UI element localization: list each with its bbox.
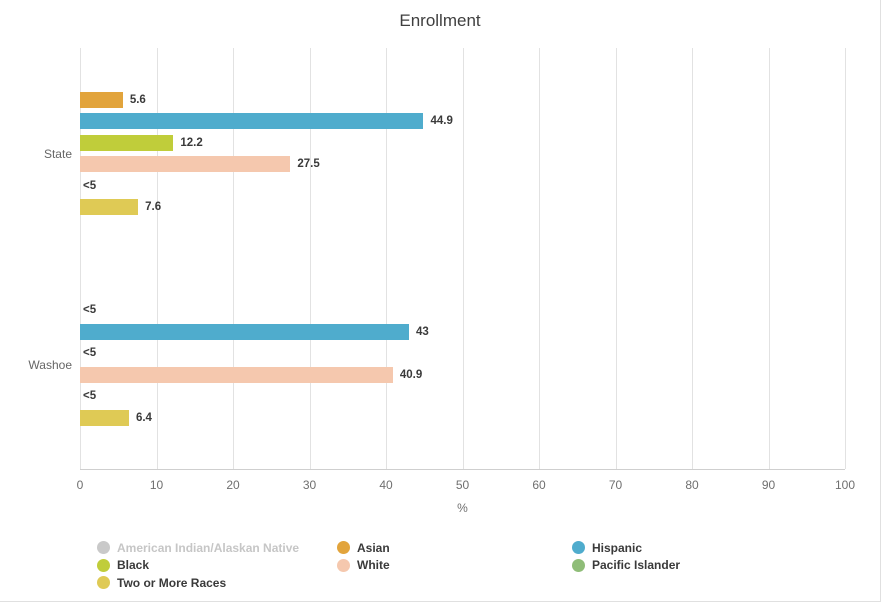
x-tick-label: 90 (761, 478, 776, 492)
bar-black[interactable] (80, 134, 174, 151)
legend-swatch-icon (337, 541, 350, 555)
suppressed-value-label: <5 (83, 179, 97, 192)
category-label: Washoe (28, 357, 72, 372)
groups: 5.6 44.9 12.2 27.5 <5 7.6 <5 43 <5 40.9 <5 6.4 (80, 48, 845, 469)
bar-white[interactable] (80, 366, 393, 383)
plot-area: 5.6 44.9 12.2 27.5 <5 7.6 <5 43 <5 40.9 <5 6.4 (80, 48, 846, 470)
bar-value-label: 6.4 (135, 411, 152, 424)
gridline (692, 48, 693, 469)
legend-item-two-or-more-races[interactable]: Two or More Races (97, 574, 337, 592)
legend-swatch-icon (97, 558, 110, 572)
legend-label: Two or More Races (117, 575, 227, 590)
legend-swatch-icon (337, 558, 350, 572)
bar-two-or-more-races[interactable] (80, 409, 129, 426)
suppressed-value-label: <5 (83, 390, 97, 402)
x-tick-label: 100 (834, 478, 856, 492)
legend-swatch-icon (572, 558, 585, 572)
legend: American Indian/Alaskan Native Asian Hispa… (97, 539, 797, 592)
gridline (462, 48, 464, 469)
bar-row: 6.4 (80, 407, 845, 429)
x-tick-label: 50 (455, 478, 470, 492)
legend-label: Black (117, 558, 150, 573)
x-tick-label: 20 (226, 478, 240, 492)
bar-hispanic[interactable] (80, 323, 409, 340)
bar-row: 7.6 (80, 196, 845, 218)
suppressed-value-label: <5 (83, 304, 97, 316)
x-tick-label: 40 (379, 478, 393, 492)
gridline (80, 48, 81, 469)
bar-value-label: 5.6 (129, 93, 146, 106)
bar-value-label: 12.2 (180, 136, 203, 149)
legend-item-black[interactable]: Black (97, 557, 337, 575)
category-group: 5.6 44.9 12.2 27.5 <5 7.6 (80, 48, 845, 259)
legend-swatch-icon (97, 576, 110, 590)
bar-value-label: 44.9 (430, 115, 453, 127)
bar-hispanic[interactable] (80, 113, 424, 129)
x-axis-label: % (457, 501, 468, 515)
legend-item-hispanic[interactable]: Hispanic (572, 539, 797, 557)
legend-item-american-indian-alaskan-native[interactable]: American Indian/Alaskan Native (97, 539, 337, 557)
bar-value-label: 43 (415, 325, 429, 338)
gridline (845, 48, 846, 469)
x-tick-label: 60 (532, 478, 546, 492)
bar-row: 43 (80, 321, 845, 343)
legend-swatch-icon (572, 541, 585, 555)
gridline (539, 48, 540, 469)
category-group: <5 43 <5 40.9 <5 6.4 (80, 259, 845, 470)
bar-row: 5.6 (80, 89, 845, 111)
gridline (309, 48, 311, 469)
bar-value-label: 40.9 (399, 368, 423, 381)
suppressed-value-label: <5 (83, 347, 97, 359)
bar-row: <5 (80, 342, 845, 364)
bar-asian[interactable] (80, 91, 123, 108)
bar-row: 44.9 (80, 110, 845, 132)
x-tick-label: 10 (149, 478, 164, 492)
bar-value-label: 27.5 (297, 158, 320, 170)
bar-row: 27.5 (80, 153, 845, 175)
x-tick-label: 80 (685, 478, 699, 492)
legend-item-pacific-islander[interactable]: Pacific Islander (572, 557, 797, 575)
bar-row: <5 (80, 385, 845, 407)
chart-title: Enrollment (399, 11, 481, 30)
bar-row: 12.2 (80, 132, 845, 154)
bar-value-label: 7.6 (145, 201, 162, 213)
gridline (768, 48, 770, 469)
x-tick-label: 0 (76, 478, 84, 492)
bar-row: <5 (80, 299, 845, 321)
legend-label: American Indian/Alaskan Native (117, 540, 300, 555)
legend-label: Hispanic (592, 540, 643, 555)
x-tick-label: 30 (302, 478, 317, 492)
legend-item-asian[interactable]: Asian (337, 539, 572, 557)
gridline (615, 48, 617, 469)
legend-label: Asian (357, 540, 390, 555)
bar-white[interactable] (80, 156, 291, 172)
legend-label: Pacific Islander (592, 558, 681, 573)
category-labels: State Washoe (0, 48, 72, 470)
x-axis: 0 10 20 30 40 50 60 70 80 90 100 (76, 478, 855, 494)
gridlines (80, 48, 846, 469)
legend-item-white[interactable]: White (337, 557, 572, 575)
bar-two-or-more-races[interactable] (80, 199, 139, 215)
gridline (156, 48, 158, 469)
bar-row: <5 (80, 175, 845, 197)
category-label: State (43, 146, 72, 161)
legend-label: White (357, 558, 390, 573)
legend-swatch-icon (97, 541, 110, 555)
bar-row: 40.9 (80, 364, 845, 386)
gridline (233, 48, 234, 469)
x-tick-label: 70 (608, 478, 623, 492)
gridline (386, 48, 387, 469)
